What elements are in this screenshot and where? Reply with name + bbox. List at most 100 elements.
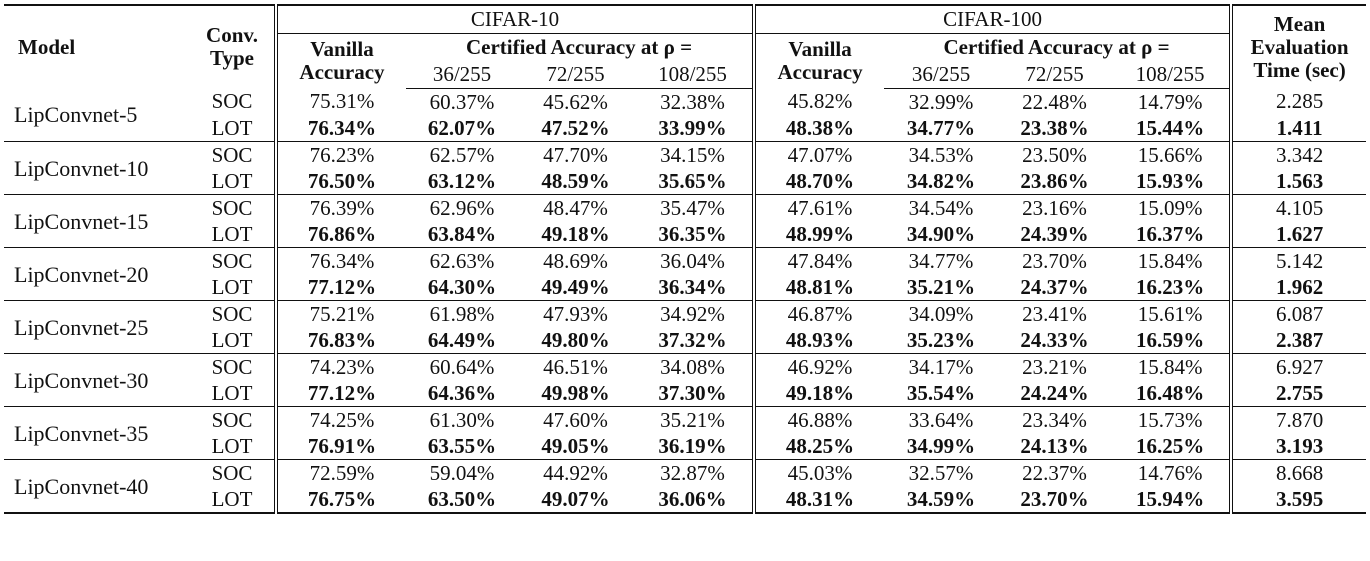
accuracy-cell: 34.17% [884,353,999,380]
accuracy-cell: 32.57% [884,459,999,486]
accuracy-cell: 34.09% [884,300,999,327]
accuracy-cell: 16.37% [1135,221,1205,246]
eval-time-cell: 3.595 [1229,486,1367,513]
table-row: LOT 76.91% 63.55% 49.05% 36.19% 48.25% 34.99% 2… [4,433,1367,460]
accuracy-cell: 34.15% [633,141,755,168]
accuracy-cell: 48.31% [752,486,885,513]
accuracy-cell: 34.90% [906,221,976,246]
accuracy-cell: 47.84% [752,247,885,274]
accuracy-cell: 15.94% [1135,486,1205,511]
mean-eval-header: Mean Evaluation Time (sec) [1229,5,1367,89]
table-row: LipConvnet-25 SOC 75.21% 61.98% 47.93% 34.92%… [4,300,1367,354]
cifar100-vanilla-header: Vanilla Accuracy [752,33,885,89]
accuracy-cell: 34.99% [906,433,976,458]
accuracy-cell: 64.36% [427,380,497,405]
accuracy-cell: 23.86% [1020,168,1089,193]
eval-time-cell: 6.927 [1229,353,1367,380]
accuracy-cell: 15.09% [1111,194,1232,221]
accuracy-cell: 16.23% [1135,274,1205,299]
mean-eval-header-line-3: Time (sec) [1253,57,1346,82]
accuracy-cell: 48.93% [752,327,885,354]
accuracy-cell: 37.30% [658,380,727,405]
accuracy-cell: 47.60% [518,406,633,433]
conv-type-cell: LOT [211,168,253,193]
accuracy-cell: 62.07% [427,115,497,140]
accuracy-cell: 47.61% [752,194,885,221]
accuracy-cell: 15.44% [1135,115,1205,140]
accuracy-cell: 33.64% [884,406,999,433]
accuracy-cell: 48.25% [752,433,885,460]
accuracy-cell: 32.99% [908,89,974,114]
table-row: LOT 77.12% 64.30% 49.49% 36.34% 48.81% 35.21% 2… [4,274,1367,301]
cifar10-vanilla-header: Vanilla Accuracy [274,33,406,89]
accuracy-cell: 24.13% [1020,433,1089,458]
accuracy-cell: 45.62% [543,89,608,114]
accuracy-cell: 49.18% [752,380,885,407]
accuracy-cell: 14.79% [1137,89,1203,114]
accuracy-cell: 64.30% [427,274,497,299]
conv-type-cell: LOT [211,380,253,405]
accuracy-cell: 62.57% [406,141,518,168]
results-table: Model Conv. Type CIFAR-10 CIFAR-100 Mean… [4,4,1367,514]
conv-type-cell: SOC [190,247,276,274]
accuracy-cell: 63.50% [427,486,497,511]
accuracy-cell: 62.63% [406,247,518,274]
header-row-2: Vanilla Accuracy Certified Accuracy at ρ… [4,33,1366,89]
conv-type-cell: LOT [211,115,253,140]
eval-time-cell: 3.193 [1229,433,1367,460]
accuracy-cell: 15.84% [1111,353,1232,380]
accuracy-cell: 15.84% [1111,247,1232,274]
accuracy-cell: 14.76% [1111,459,1232,486]
eval-time-cell: 2.285 [1229,88,1367,115]
accuracy-cell: 72.59% [274,459,406,486]
accuracy-cell: 61.98% [406,300,518,327]
accuracy-cell: 15.73% [1111,406,1232,433]
cifar100-rho-72-header: 72/255 [998,61,1112,89]
cifar10-rho-36-header: 36/255 [406,61,518,89]
accuracy-cell: 36.35% [658,221,727,246]
eval-time-cell: 2.755 [1229,380,1367,407]
accuracy-cell: 32.38% [660,89,725,114]
accuracy-cell: 35.21% [633,406,755,433]
table-body: LipConvnet-5 SOC 75.31% 60.37% 45.62% 32.38% 4… [4,88,1367,513]
accuracy-cell: 76.91% [274,433,406,460]
accuracy-cell: 23.70% [1020,486,1089,511]
cifar100-header: CIFAR-100 [752,5,1232,34]
accuracy-cell: 59.04% [406,459,518,486]
accuracy-cell: 45.82% [752,88,885,115]
eval-time-cell: 1.411 [1229,115,1367,142]
accuracy-cell: 75.31% [274,88,406,115]
accuracy-cell: 76.75% [274,486,406,513]
accuracy-cell: 76.39% [274,194,406,221]
model-name-cell: LipConvnet-40 [4,459,190,513]
model-name-cell: LipConvnet-20 [4,247,190,301]
table-row: LipConvnet-15 SOC 76.39% 62.96% 48.47% 35.47%… [4,194,1367,248]
accuracy-cell: 34.77% [906,115,976,140]
accuracy-cell: 24.24% [1020,380,1089,405]
table-row: LOT 76.50% 63.12% 48.59% 35.65% 48.70% 34.82% 2… [4,168,1367,195]
accuracy-cell: 22.37% [998,459,1112,486]
table-row: LOT 76.34% 62.07% 47.52% 33.99% 48.38% 34.77% 2… [4,115,1367,142]
conv-type-cell: LOT [211,486,253,511]
mean-eval-header-line-2: Evaluation [1250,34,1349,59]
conv-type-cell: LOT [211,221,253,246]
cifar100-rho-108-header: 108/255 [1111,61,1232,89]
accuracy-cell: 77.12% [274,380,406,407]
table-row: LipConvnet-5 SOC 75.31% 60.37% 45.62% 32.38% 4… [4,88,1367,126]
eval-time-cell: 1.962 [1229,274,1367,301]
mean-eval-header-line-1: Mean [1273,11,1326,36]
eval-time-cell: 7.870 [1229,406,1367,433]
accuracy-cell: 44.92% [518,459,633,486]
accuracy-cell: 23.16% [998,194,1112,221]
accuracy-cell: 49.05% [541,433,610,458]
accuracy-cell: 48.81% [752,274,885,301]
conv-type-cell: SOC [190,353,276,380]
accuracy-cell: 33.99% [658,115,727,140]
cifar100-rho-36-header: 36/255 [884,61,999,89]
accuracy-cell: 46.92% [752,353,885,380]
cifar10-vanilla-header-line-2: Accuracy [299,60,385,85]
model-name-cell: LipConvnet-35 [4,406,190,460]
accuracy-cell: 48.38% [752,115,885,142]
accuracy-cell: 48.69% [518,247,633,274]
conv-type-cell: LOT [211,327,253,352]
